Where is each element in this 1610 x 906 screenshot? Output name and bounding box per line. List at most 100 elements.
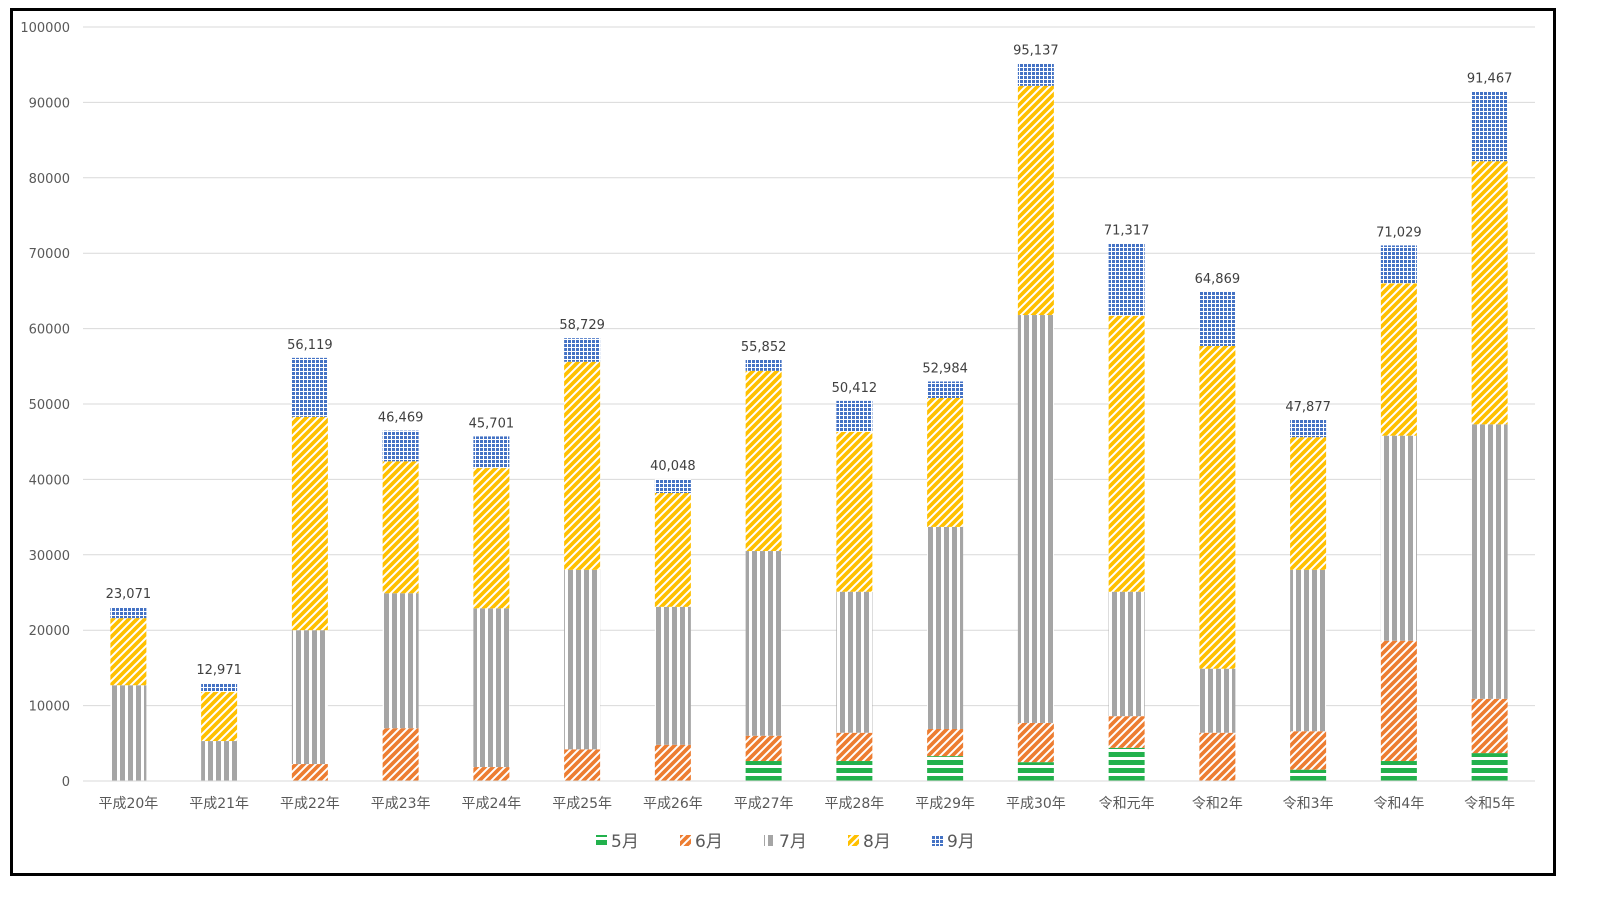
bar-segment-9月 xyxy=(201,683,238,693)
total-label: 52,984 xyxy=(922,362,968,377)
bar-segment-6月 xyxy=(1199,732,1236,781)
y-tick-label: 30000 xyxy=(29,549,70,564)
total-label: 56,119 xyxy=(287,338,333,353)
bar-segment-7月 xyxy=(1108,591,1145,717)
bar-segment-8月 xyxy=(564,361,601,570)
y-tick-label: 0 xyxy=(62,775,70,790)
legend-swatch xyxy=(932,835,943,846)
bar-segment-7月 xyxy=(745,551,782,736)
y-tick-label: 40000 xyxy=(29,473,70,488)
bar-segment-5月 xyxy=(836,761,873,781)
bar-segment-7月 xyxy=(1199,668,1236,733)
bar-segment-9月 xyxy=(1290,420,1327,438)
bar-segment-6月 xyxy=(654,744,691,781)
x-tick-label: 令和元年 xyxy=(1099,796,1155,812)
total-label: 55,852 xyxy=(741,340,787,355)
total-label: 46,469 xyxy=(378,411,424,426)
total-label: 12,971 xyxy=(196,663,242,678)
bar-segment-7月 xyxy=(1471,424,1508,699)
bar-segment-8月 xyxy=(201,692,238,742)
x-tick-label: 平成23年 xyxy=(371,796,431,812)
bar-segment-7月 xyxy=(473,608,510,768)
bar-segment-9月 xyxy=(1471,91,1508,162)
x-tick-label: 平成24年 xyxy=(461,796,521,812)
bar-segment-7月 xyxy=(564,569,601,750)
bar-segment-9月 xyxy=(473,436,510,469)
legend-label: 5月 xyxy=(611,832,639,852)
bar-segment-7月 xyxy=(1017,315,1054,723)
bar-segment-8月 xyxy=(836,431,873,592)
x-tick-label: 平成20年 xyxy=(98,796,158,812)
chart-frame xyxy=(10,8,1556,876)
bar-segment-6月 xyxy=(564,749,601,781)
bar-segment-7月 xyxy=(927,526,964,729)
total-label: 91,467 xyxy=(1467,71,1513,86)
bar-segment-5月 xyxy=(1108,747,1145,781)
x-tick-label: 平成29年 xyxy=(915,796,975,812)
bar-segment-9月 xyxy=(564,338,601,362)
total-label: 71,029 xyxy=(1376,225,1422,240)
bar-segment-7月 xyxy=(291,630,328,765)
bar-segment-7月 xyxy=(1380,435,1417,641)
x-tick-label: 平成28年 xyxy=(824,796,884,812)
bar-segment-5月 xyxy=(1017,762,1054,781)
bar-segment-8月 xyxy=(110,618,147,686)
legend-swatch xyxy=(848,835,859,846)
bar-segment-6月 xyxy=(1380,640,1417,762)
y-tick-label: 90000 xyxy=(29,96,70,111)
bar-segment-9月 xyxy=(836,400,873,432)
x-tick-label: 令和3年 xyxy=(1283,796,1334,812)
bar-segment-8月 xyxy=(1017,85,1054,316)
x-tick-label: 平成30年 xyxy=(1006,796,1066,812)
bar-segment-6月 xyxy=(1471,698,1508,754)
bar-segment-7月 xyxy=(654,606,691,745)
bar-segment-8月 xyxy=(1108,315,1145,592)
bar-segment-8月 xyxy=(291,416,328,631)
y-tick-label: 60000 xyxy=(29,323,70,338)
y-tick-label: 50000 xyxy=(29,398,70,413)
bar-segment-6月 xyxy=(745,735,782,762)
bar-segment-8月 xyxy=(1380,283,1417,436)
x-tick-label: 令和2年 xyxy=(1192,796,1243,812)
bar-segment-8月 xyxy=(1199,345,1236,669)
y-tick-label: 80000 xyxy=(29,172,70,187)
x-tick-label: 平成22年 xyxy=(280,796,340,812)
bar-segment-9月 xyxy=(1380,245,1417,284)
x-tick-label: 平成27年 xyxy=(734,796,794,812)
bar-segment-6月 xyxy=(1017,722,1054,763)
legend-swatch xyxy=(680,835,691,846)
total-label: 58,729 xyxy=(559,318,605,333)
total-label: 45,701 xyxy=(469,416,515,431)
x-tick-label: 令和5年 xyxy=(1464,796,1515,812)
bar-segment-5月 xyxy=(1471,753,1508,781)
bar-segment-9月 xyxy=(927,381,964,398)
bar-segment-6月 xyxy=(1108,716,1145,748)
total-label: 64,869 xyxy=(1195,272,1241,287)
legend-label: 8月 xyxy=(863,832,891,852)
bar-segment-6月 xyxy=(836,732,873,762)
bar-segment-5月 xyxy=(1290,769,1327,781)
x-tick-label: 平成25年 xyxy=(552,796,612,812)
bar-segment-8月 xyxy=(1290,437,1327,570)
y-tick-label: 100000 xyxy=(20,21,70,36)
bar-segment-9月 xyxy=(745,359,782,371)
bar-segment-9月 xyxy=(382,430,419,462)
bar-segment-8月 xyxy=(1471,161,1508,425)
y-tick-label: 10000 xyxy=(29,700,70,715)
bar-segment-7月 xyxy=(836,591,873,733)
legend-label: 9月 xyxy=(947,832,975,852)
bar-segment-6月 xyxy=(291,764,328,781)
bar-segment-5月 xyxy=(745,761,782,781)
bar-segment-8月 xyxy=(473,468,510,609)
bar-segment-8月 xyxy=(654,492,691,607)
x-tick-label: 平成26年 xyxy=(643,796,703,812)
x-tick-label: 平成21年 xyxy=(189,796,249,812)
total-label: 23,071 xyxy=(106,587,152,602)
bar-segment-7月 xyxy=(1290,569,1327,732)
bar-segment-9月 xyxy=(1108,243,1145,316)
bar-segment-6月 xyxy=(473,767,510,781)
total-label: 47,877 xyxy=(1285,400,1331,415)
bar-segment-7月 xyxy=(110,685,147,781)
y-tick-label: 20000 xyxy=(29,624,70,639)
